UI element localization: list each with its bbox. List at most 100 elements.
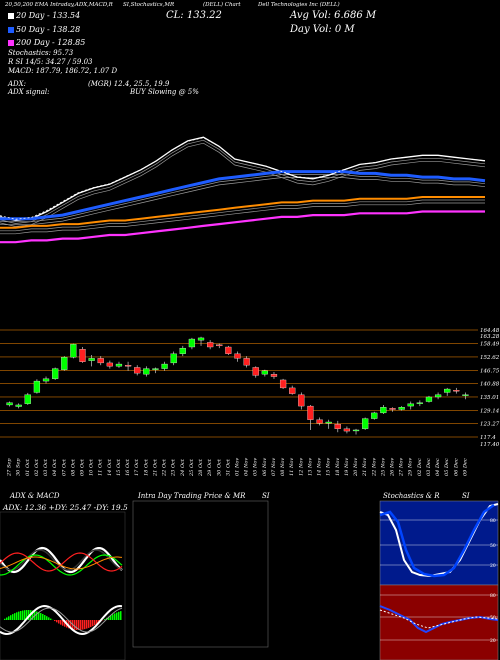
candle-body: [380, 407, 387, 414]
macd-histogram-bar: [4, 618, 6, 620]
date-axis-label: 03 Dec: [426, 458, 432, 476]
date-axis-label: 14 Nov: [317, 458, 323, 476]
macd-histogram-bar: [18, 611, 20, 620]
mr-panel-frame: [132, 500, 269, 648]
macd-histogram-bar: [94, 620, 96, 626]
header-indicators-2: SI,Stochastics,MR: [123, 2, 175, 8]
date-axis-label: 19 Nov: [344, 458, 350, 476]
adx-grey-line: [0, 549, 123, 571]
macd-histogram-bar: [6, 617, 8, 620]
stoch-label: Stochastics: 95.73: [8, 49, 74, 57]
date-axis-label: 11 Nov: [289, 458, 295, 476]
date-axis-label: 07 Oct: [61, 458, 67, 476]
macd-histogram-bar: [78, 620, 80, 630]
candle-body: [362, 418, 369, 429]
date-axis-label: 23 Oct: [171, 458, 177, 477]
stoch-title: Stochastics & R: [383, 492, 440, 500]
macd-label: MACD: 187.79, 186.72, 1.07 D: [8, 67, 118, 75]
macd-histogram-bar: [116, 612, 118, 620]
macd-histogram-bar: [8, 616, 10, 620]
date-axis-label: 30 Sep: [16, 458, 22, 476]
macd-histogram-bar: [84, 620, 86, 630]
macd-histogram-bar: [64, 620, 66, 627]
date-axis-label: 06 Dec: [453, 458, 459, 476]
candle-body: [316, 419, 323, 424]
macd-histogram-bar: [10, 615, 12, 620]
adx-panel-frame: [0, 511, 126, 660]
price-axis-label: 123.27: [480, 422, 500, 428]
candle-body: [6, 402, 13, 406]
macd-histogram-bar: [48, 617, 50, 620]
date-axis-label: 04 Nov: [244, 458, 250, 476]
macd-histogram-bar: [118, 611, 120, 620]
candle-body: [462, 394, 469, 396]
date-axis-label: 18 Oct: [143, 458, 149, 476]
macd-histogram-bar: [80, 620, 82, 630]
date-axis-label: 15 Nov: [326, 458, 332, 476]
candle-body: [88, 358, 95, 361]
candle-body: [434, 394, 442, 398]
date-axis-label: 05 Nov: [253, 458, 259, 476]
macd-histogram-bar: [16, 612, 18, 620]
date-axis-label: 05 Dec: [444, 458, 450, 476]
date-axis-label: 04 Dec: [435, 458, 441, 476]
candle-body: [170, 353, 177, 364]
stoch-axis-label: 80: [490, 518, 496, 524]
macd-histogram-bar: [88, 620, 90, 628]
candle-body: [307, 405, 314, 420]
candle-body: [15, 404, 22, 407]
date-axis-label: 12 Nov: [298, 458, 304, 476]
candle-body: [453, 390, 460, 392]
candle-body: [334, 424, 341, 429]
date-axis-label: 21 Oct: [152, 458, 158, 477]
macd-histogram-bar: [42, 614, 44, 620]
candle-body: [225, 346, 232, 354]
date-axis-label: 30 Oct: [216, 458, 222, 476]
date-axis-label: 09 Oct: [80, 458, 86, 476]
date-axis-label: 06 Nov: [262, 458, 268, 476]
adx-green-line: [0, 554, 123, 576]
date-axis-label: 27 Sep: [7, 458, 13, 477]
date-axis-label: 08 Oct: [70, 458, 76, 476]
macd-histogram-bar: [22, 610, 24, 620]
price-axis-label: 135.01: [480, 395, 499, 401]
candle-body: [52, 368, 59, 379]
date-axis-label: 29 Oct: [207, 458, 213, 477]
candle-body: [207, 342, 214, 348]
candle-body: [398, 407, 405, 410]
macd-histogram-bar: [36, 611, 38, 620]
date-axis-label: 07 Nov: [271, 458, 277, 476]
price-axis-label: 129.14: [480, 408, 500, 414]
candle-body: [33, 380, 41, 393]
candle-body: [425, 396, 433, 402]
ema-shadow-line: [0, 142, 486, 227]
macd-histogram-bar: [74, 620, 76, 630]
macd-histogram-bar: [104, 619, 106, 620]
rsi-white-line: [379, 609, 499, 629]
macd-histogram-bar: [114, 613, 116, 620]
macd-histogram-bar: [68, 620, 70, 629]
candle-body: [70, 344, 77, 358]
macd-histogram-bar: [62, 620, 64, 626]
macd-grey-line: [0, 607, 123, 633]
candle-body: [179, 347, 186, 354]
close-price: CL: 133.22: [166, 10, 222, 21]
candle-body: [270, 374, 278, 377]
date-axis-label: 11 Oct: [98, 458, 104, 476]
price-axis-label: 163.28: [480, 334, 500, 340]
adx-orange-line: [0, 556, 123, 570]
candle-body: [343, 428, 351, 432]
macd-histogram-bar: [76, 620, 78, 630]
date-axis-label: 02 Oct: [34, 458, 40, 476]
macd-histogram-bar: [38, 612, 40, 620]
date-axis-label: 02 Dec: [417, 458, 423, 476]
date-axis-label: 09 Dec: [462, 458, 468, 476]
candle-body: [106, 362, 113, 367]
date-axis-label: 22 Oct: [162, 458, 168, 477]
mr-title: Intra Day Trading Price & MR: [138, 492, 246, 500]
macd-histogram-bar: [92, 620, 94, 627]
macd-histogram-bar: [32, 610, 34, 620]
candle-body: [161, 363, 168, 369]
adx-panel-values: ADX: 12.36 +DY: 25.47 -DY: 19.5: [3, 503, 128, 512]
